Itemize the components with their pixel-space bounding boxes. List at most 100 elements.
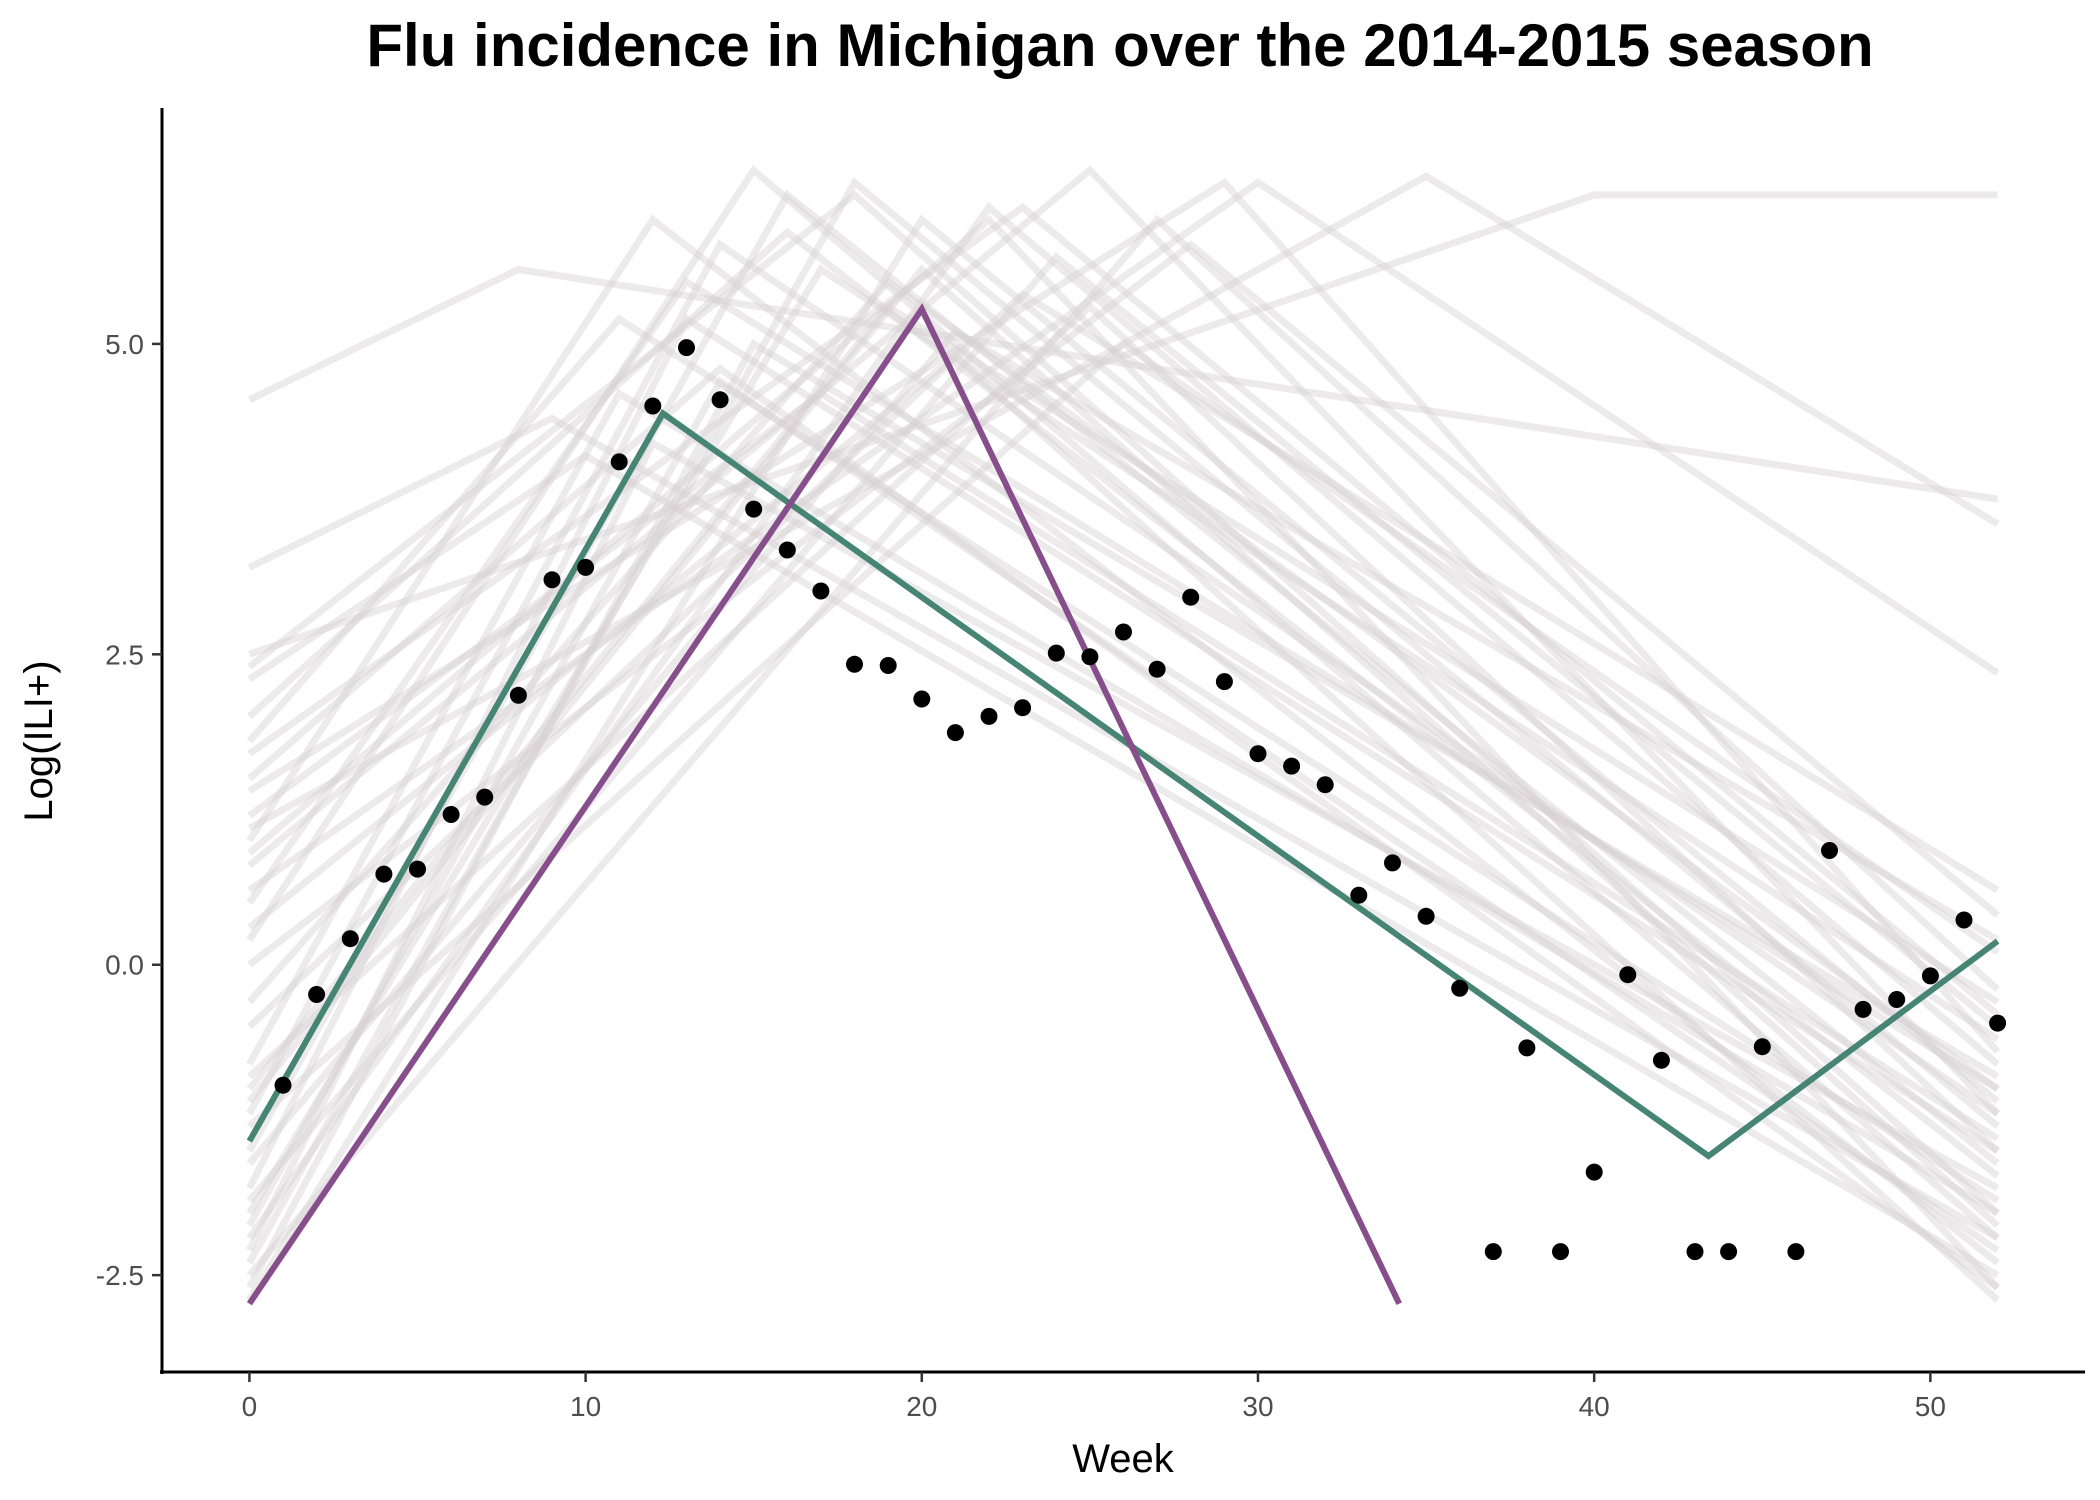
- sample-curve-12: [246, 302, 2000, 1092]
- observed-point-week-25: [1081, 648, 1099, 666]
- sample-curve-21: [246, 252, 2000, 1203]
- observed-point-week-50: [1921, 967, 1939, 985]
- observed-point-week-15: [745, 500, 763, 518]
- observed-points: [274, 339, 2007, 1261]
- observed-point-week-11: [610, 453, 628, 471]
- observed-point-week-32: [1316, 776, 1334, 794]
- observed-point-week-16: [778, 541, 796, 559]
- sample-curve-11: [247, 364, 2000, 1291]
- x-tick-label-20: 20: [906, 1391, 937, 1422]
- observed-point-week-37: [1484, 1243, 1502, 1261]
- observed-point-week-45: [1753, 1038, 1771, 1056]
- observed-point-week-35: [1417, 907, 1435, 925]
- observed-point-week-20: [913, 690, 931, 708]
- observed-point-week-26: [1115, 623, 1132, 641]
- sample-curve-40: [247, 214, 2001, 1291]
- sample-curve-8: [246, 214, 2000, 1266]
- sample-curve-38: [246, 264, 2000, 1229]
- observed-point-week-47: [1821, 842, 1838, 859]
- sample-curve-7: [246, 277, 2000, 1092]
- y-axis-title: Log(ILI+): [17, 660, 61, 821]
- plot-area: [246, 164, 2007, 1306]
- fit-line-green: [246, 409, 2000, 1160]
- x-axis-ticks: 0 10 20 30 40 50: [242, 1372, 1946, 1422]
- observed-point-week-43: [1686, 1243, 1704, 1261]
- observed-point-week-28: [1182, 588, 1200, 606]
- observed-point-week-44: [1720, 1243, 1738, 1261]
- observed-point-week-52: [1989, 1014, 2007, 1032]
- y-axis-ticks: -2.5 0.0 2.5 5.0: [96, 329, 162, 1291]
- observed-point-week-24: [1047, 644, 1065, 662]
- sample-curve-4: [246, 388, 2000, 1217]
- sample-curve-31: [247, 178, 2000, 894]
- axes: 0 10 20 30 40 50 -2.5 0.0 2.5 5.0: [96, 108, 2085, 1422]
- observed-point-week-17: [812, 582, 830, 600]
- observed-point-week-8: [509, 686, 527, 704]
- observed-point-week-51: [1955, 911, 1973, 929]
- sample-curve-6: [246, 189, 2000, 1167]
- sample-curve-3: [246, 239, 2000, 1117]
- y-tick-label-2.5: 2.5: [105, 639, 144, 670]
- observed-point-week-3: [341, 930, 359, 948]
- sample-curve-30: [247, 265, 1999, 503]
- sample-curve-1: [246, 314, 2000, 1190]
- observed-point-week-14: [711, 391, 729, 409]
- sample-curve-27: [247, 240, 2000, 968]
- sample-curve-19: [246, 289, 2000, 1030]
- sample-curve-33: [248, 191, 1998, 658]
- sample-curve-14: [246, 164, 2000, 1241]
- observed-point-week-48: [1854, 1000, 1872, 1018]
- observed-point-week-34: [1384, 854, 1401, 872]
- posterior-sample-curves: [246, 164, 2001, 1303]
- sample-curve-22: [247, 165, 2001, 1117]
- sample-curve-32: [247, 172, 2000, 832]
- observed-point-week-23: [1014, 699, 1032, 717]
- observed-point-week-1: [274, 1076, 292, 1094]
- observed-point-week-42: [1652, 1051, 1670, 1069]
- observed-point-week-12: [644, 397, 662, 415]
- sample-curve-37: [247, 202, 2000, 1018]
- sample-curve-39: [247, 301, 2000, 1154]
- sample-curve-23: [247, 339, 2000, 1129]
- observed-point-week-18: [846, 655, 863, 673]
- sample-curve-16: [247, 227, 2000, 1179]
- observed-point-week-19: [879, 657, 897, 674]
- observed-point-week-30: [1249, 745, 1267, 763]
- x-tick-label-40: 40: [1579, 1391, 1610, 1422]
- observed-point-week-38: [1518, 1039, 1536, 1057]
- sample-curve-10: [246, 177, 2000, 1265]
- observed-point-week-13: [678, 339, 695, 357]
- observed-point-week-7: [476, 788, 494, 806]
- sample-curve-17: [246, 202, 2000, 1240]
- observed-point-week-41: [1619, 966, 1637, 984]
- x-axis-title: Week: [1072, 1437, 1175, 1481]
- observed-point-week-21: [946, 724, 964, 742]
- x-tick-label-50: 50: [1915, 1391, 1946, 1422]
- observed-point-week-31: [1283, 757, 1301, 775]
- sample-curve-26: [247, 451, 2000, 1279]
- observed-point-week-49: [1888, 991, 1906, 1008]
- sample-curve-2: [246, 438, 2000, 1252]
- sample-curve-18: [247, 389, 2000, 1142]
- observed-point-week-6: [442, 806, 460, 823]
- y-tick-label--2.5: -2.5: [96, 1260, 144, 1291]
- x-tick-label-10: 10: [570, 1391, 601, 1422]
- observed-point-week-46: [1787, 1243, 1805, 1261]
- x-tick-label-30: 30: [1242, 1391, 1273, 1422]
- y-tick-label-0.0: 0.0: [105, 950, 144, 981]
- observed-point-week-22: [980, 707, 998, 725]
- sample-curve-28: [247, 177, 2001, 1055]
- observed-point-week-39: [1552, 1243, 1569, 1261]
- fitted-curves: [246, 303, 2000, 1306]
- observed-point-week-10: [577, 558, 595, 576]
- sample-curve-20: [247, 190, 2000, 1216]
- sample-curve-25: [246, 314, 2000, 1204]
- sample-curve-5: [246, 339, 2000, 1290]
- sample-curve-36: [246, 376, 2000, 1254]
- y-tick-label-5.0: 5.0: [105, 329, 144, 360]
- observed-point-week-2: [308, 986, 326, 1003]
- observed-point-week-33: [1350, 886, 1368, 904]
- x-tick-label-0: 0: [242, 1391, 258, 1422]
- observed-point-week-5: [409, 860, 426, 878]
